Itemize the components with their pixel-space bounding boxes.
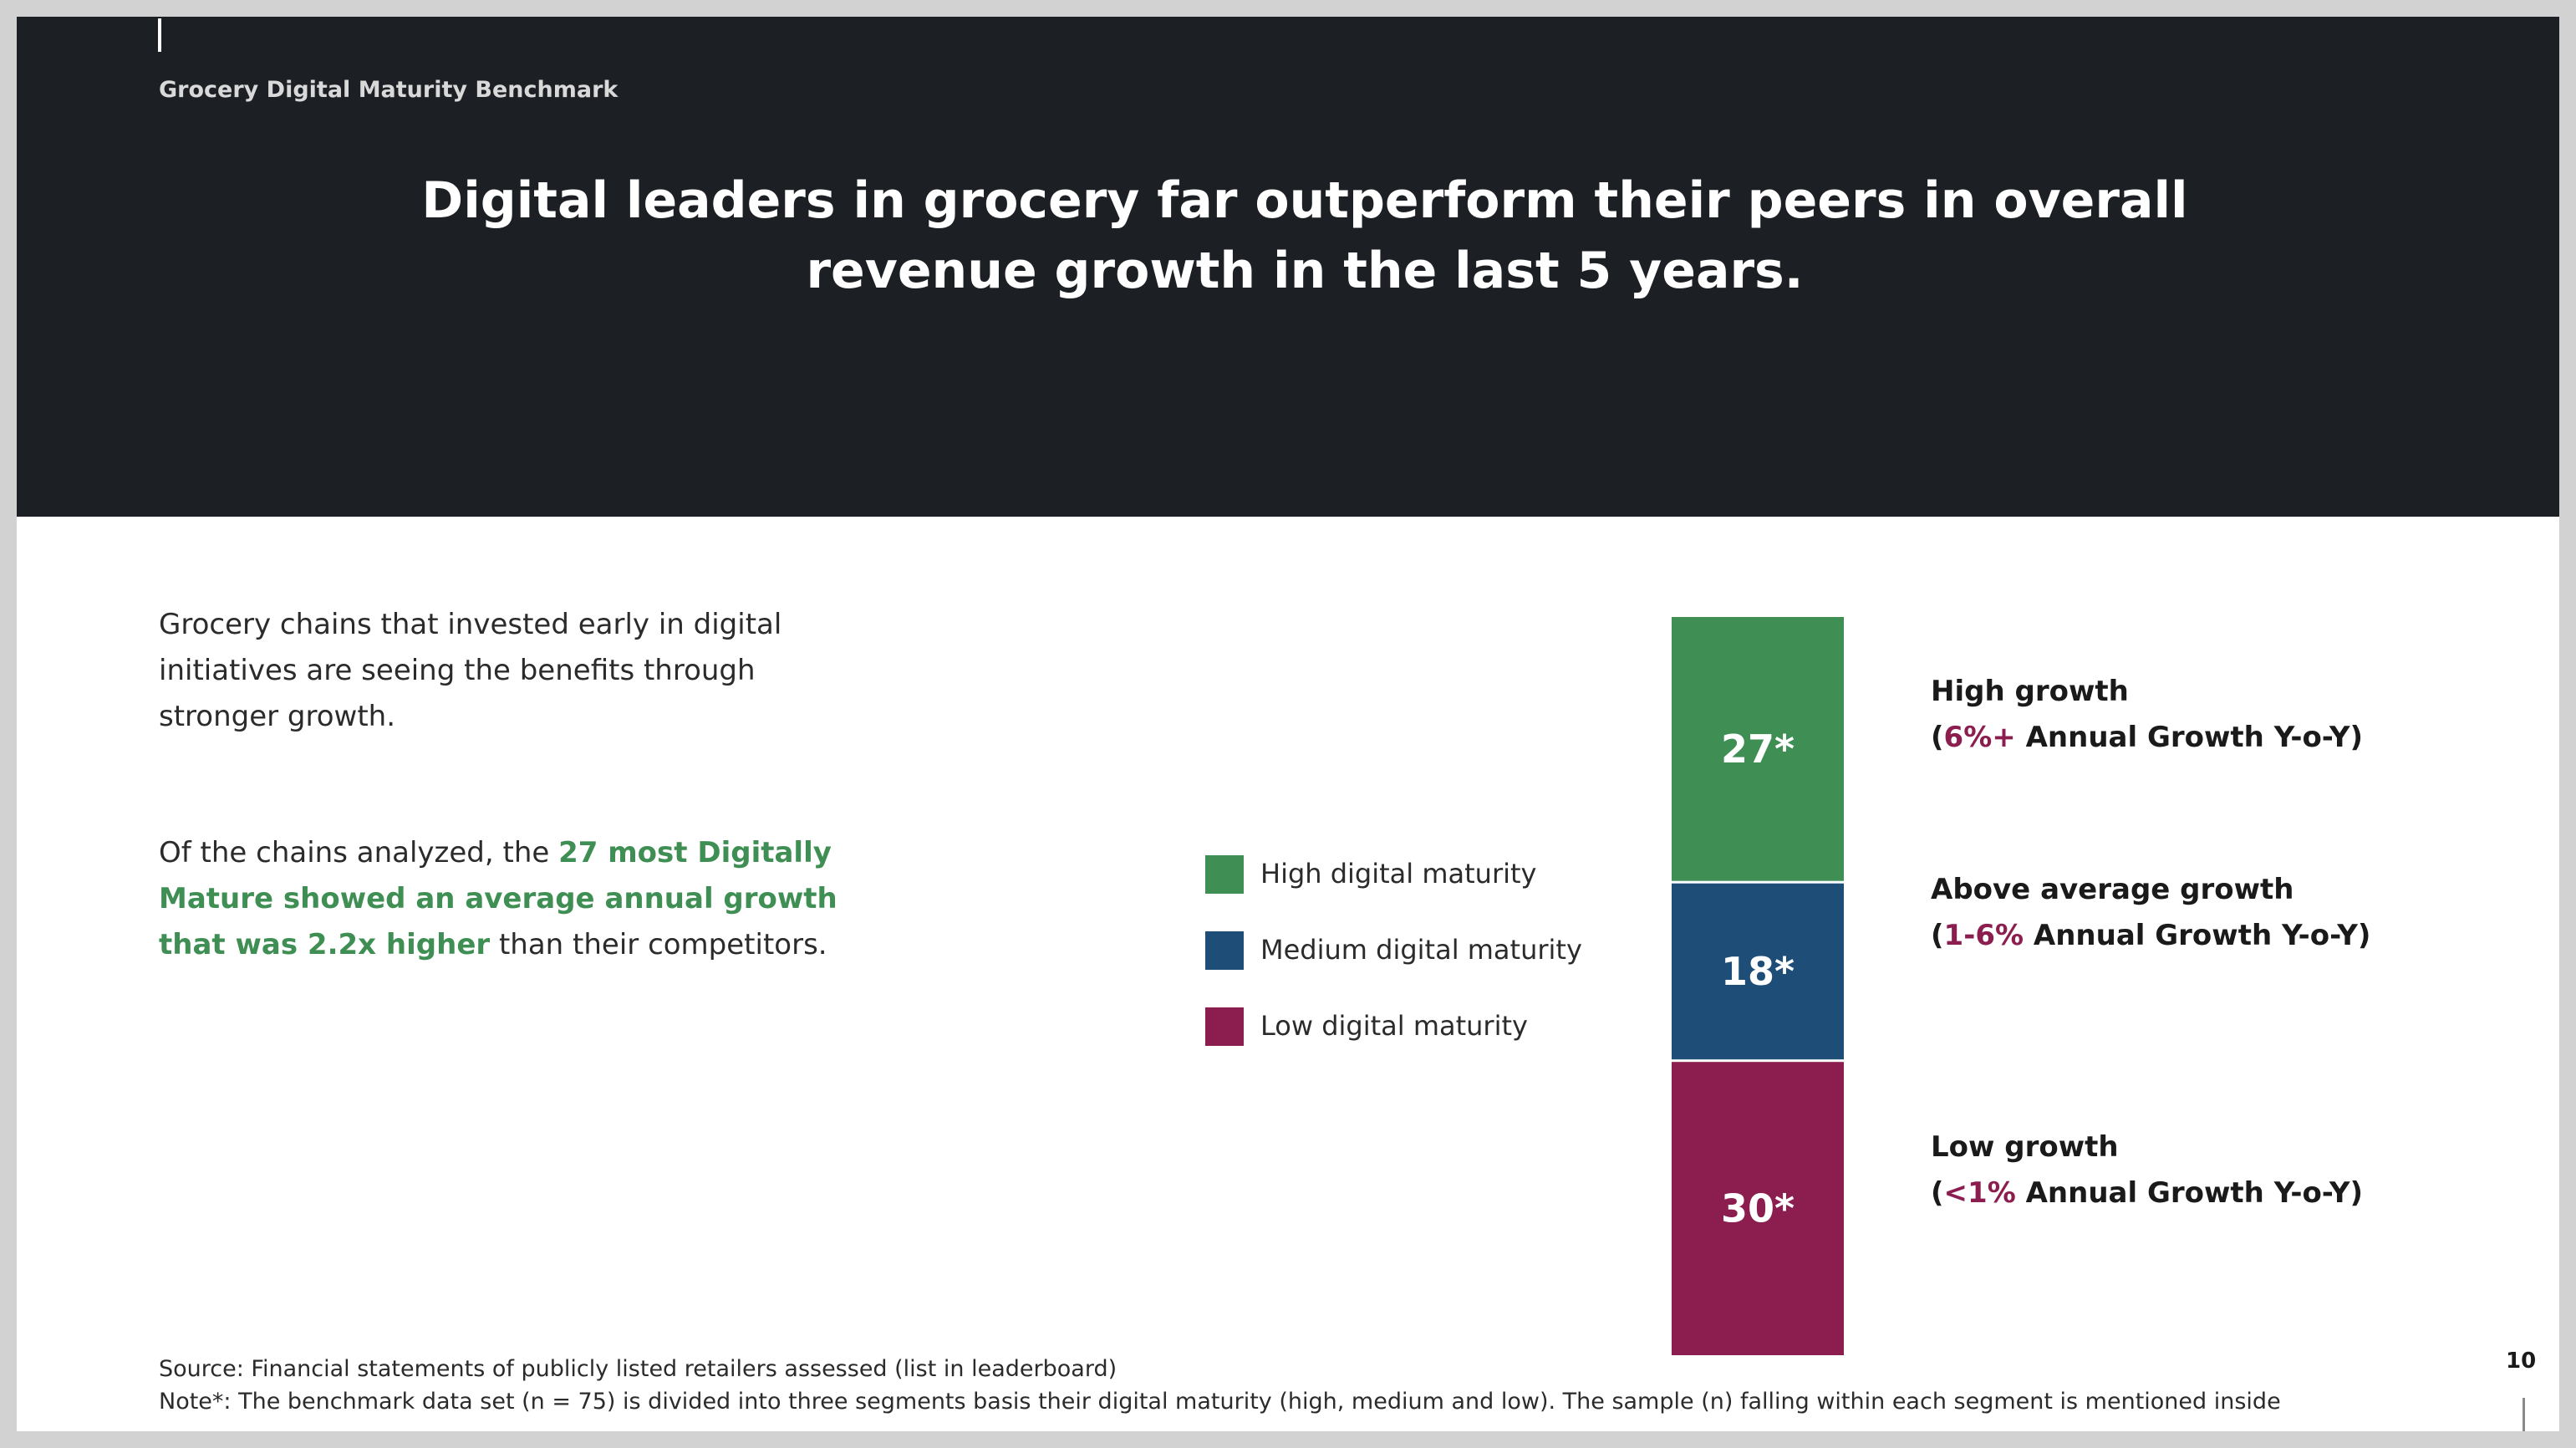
bar-label-low: 30*	[1721, 1186, 1795, 1231]
growth-range-high: 6%+	[1943, 721, 2016, 754]
bar-label-medium: 18*	[1721, 949, 1795, 994]
growth-label-low: Low growth (<1% Annual Growth Y-o-Y)	[1931, 1124, 2363, 1216]
growth-title-high: High growth	[1931, 675, 2129, 708]
finding-paragraph: Of the chains analyzed, the 27 most Digi…	[159, 830, 961, 968]
growth-rest-above-average: Annual Growth Y-o-Y)	[2024, 919, 2371, 952]
source-notes: Source: Financial statements of publicly…	[159, 1353, 2281, 1418]
legend-swatch-high	[1205, 855, 1244, 894]
finding-suffix: than their competitors.	[490, 928, 827, 961]
growth-detail-above-average: (1-6% Annual Growth Y-o-Y)	[1931, 913, 2370, 959]
page-title-line-1: Digital leaders in grocery far outperfor…	[421, 171, 2188, 230]
finding-prefix: Of the chains analyzed, the	[159, 836, 559, 869]
finding-line-3: that was 2.2x higher than their competit…	[159, 922, 961, 968]
growth-rest-low: Annual Growth Y-o-Y)	[2015, 1176, 2364, 1210]
legend-label-medium: Medium digital maturity	[1260, 934, 1582, 966]
page-title: Digital leaders in grocery far outperfor…	[142, 166, 2467, 306]
growth-range-above-average: 1-6%	[1943, 919, 2024, 952]
finding-highlight-3: that was 2.2x higher	[159, 928, 491, 961]
finding-highlight-1: 27 most Digitally	[558, 836, 832, 869]
bar-segment-high	[1672, 617, 1844, 881]
growth-open-low: (	[1931, 1176, 1944, 1210]
finding-line-1: Of the chains analyzed, the 27 most Digi…	[159, 830, 961, 876]
growth-open-above-average: (	[1931, 919, 1944, 952]
intro-paragraph: Grocery chains that invested early in di…	[159, 602, 961, 740]
footer-tick-mark	[2523, 1398, 2525, 1431]
legend-swatch-low	[1205, 1007, 1244, 1046]
slide: Grocery Digital Maturity Benchmark Digit…	[17, 17, 2559, 1431]
growth-title-above-average: Above average growth	[1931, 873, 2294, 906]
source-line: Source: Financial statements of publicly…	[159, 1356, 1117, 1382]
legend-label-low: Low digital maturity	[1260, 1010, 1528, 1042]
intro-line-3: stronger growth.	[159, 700, 396, 733]
intro-line-2: initiatives are seeing the benefits thro…	[159, 654, 756, 687]
legend-swatch-medium	[1205, 931, 1244, 970]
growth-open-high: (	[1931, 721, 1944, 754]
growth-title-low: Low growth	[1931, 1130, 2119, 1164]
bar-segment-low	[1672, 1062, 1844, 1355]
growth-detail-high: (6%+ Annual Growth Y-o-Y)	[1931, 715, 2363, 761]
stacked-bar-chart: 27* 18* 30*	[1672, 617, 1844, 1355]
note-line: Note*: The benchmark data set (n = 75) i…	[159, 1389, 2281, 1415]
growth-detail-low: (<1% Annual Growth Y-o-Y)	[1931, 1170, 2363, 1216]
header-tick-mark	[158, 18, 161, 52]
intro-line-1: Grocery chains that invested early in di…	[159, 608, 782, 641]
growth-label-above-average: Above average growth (1-6% Annual Growth…	[1931, 867, 2370, 959]
finding-highlight-2: Mature showed an average annual growth	[159, 882, 837, 915]
page-number: 10	[2506, 1349, 2537, 1374]
growth-range-low: <1%	[1943, 1176, 2016, 1210]
legend-label-high: High digital maturity	[1260, 858, 1537, 890]
header-banner: Grocery Digital Maturity Benchmark Digit…	[17, 17, 2559, 517]
report-kicker: Grocery Digital Maturity Benchmark	[159, 77, 619, 103]
bar-segment-medium	[1672, 883, 1844, 1060]
growth-label-high: High growth (6%+ Annual Growth Y-o-Y)	[1931, 669, 2363, 761]
growth-rest-high: Annual Growth Y-o-Y)	[2015, 721, 2364, 754]
page-title-line-2: revenue growth in the last 5 years.	[806, 242, 1804, 300]
bar-label-high: 27*	[1721, 727, 1795, 772]
